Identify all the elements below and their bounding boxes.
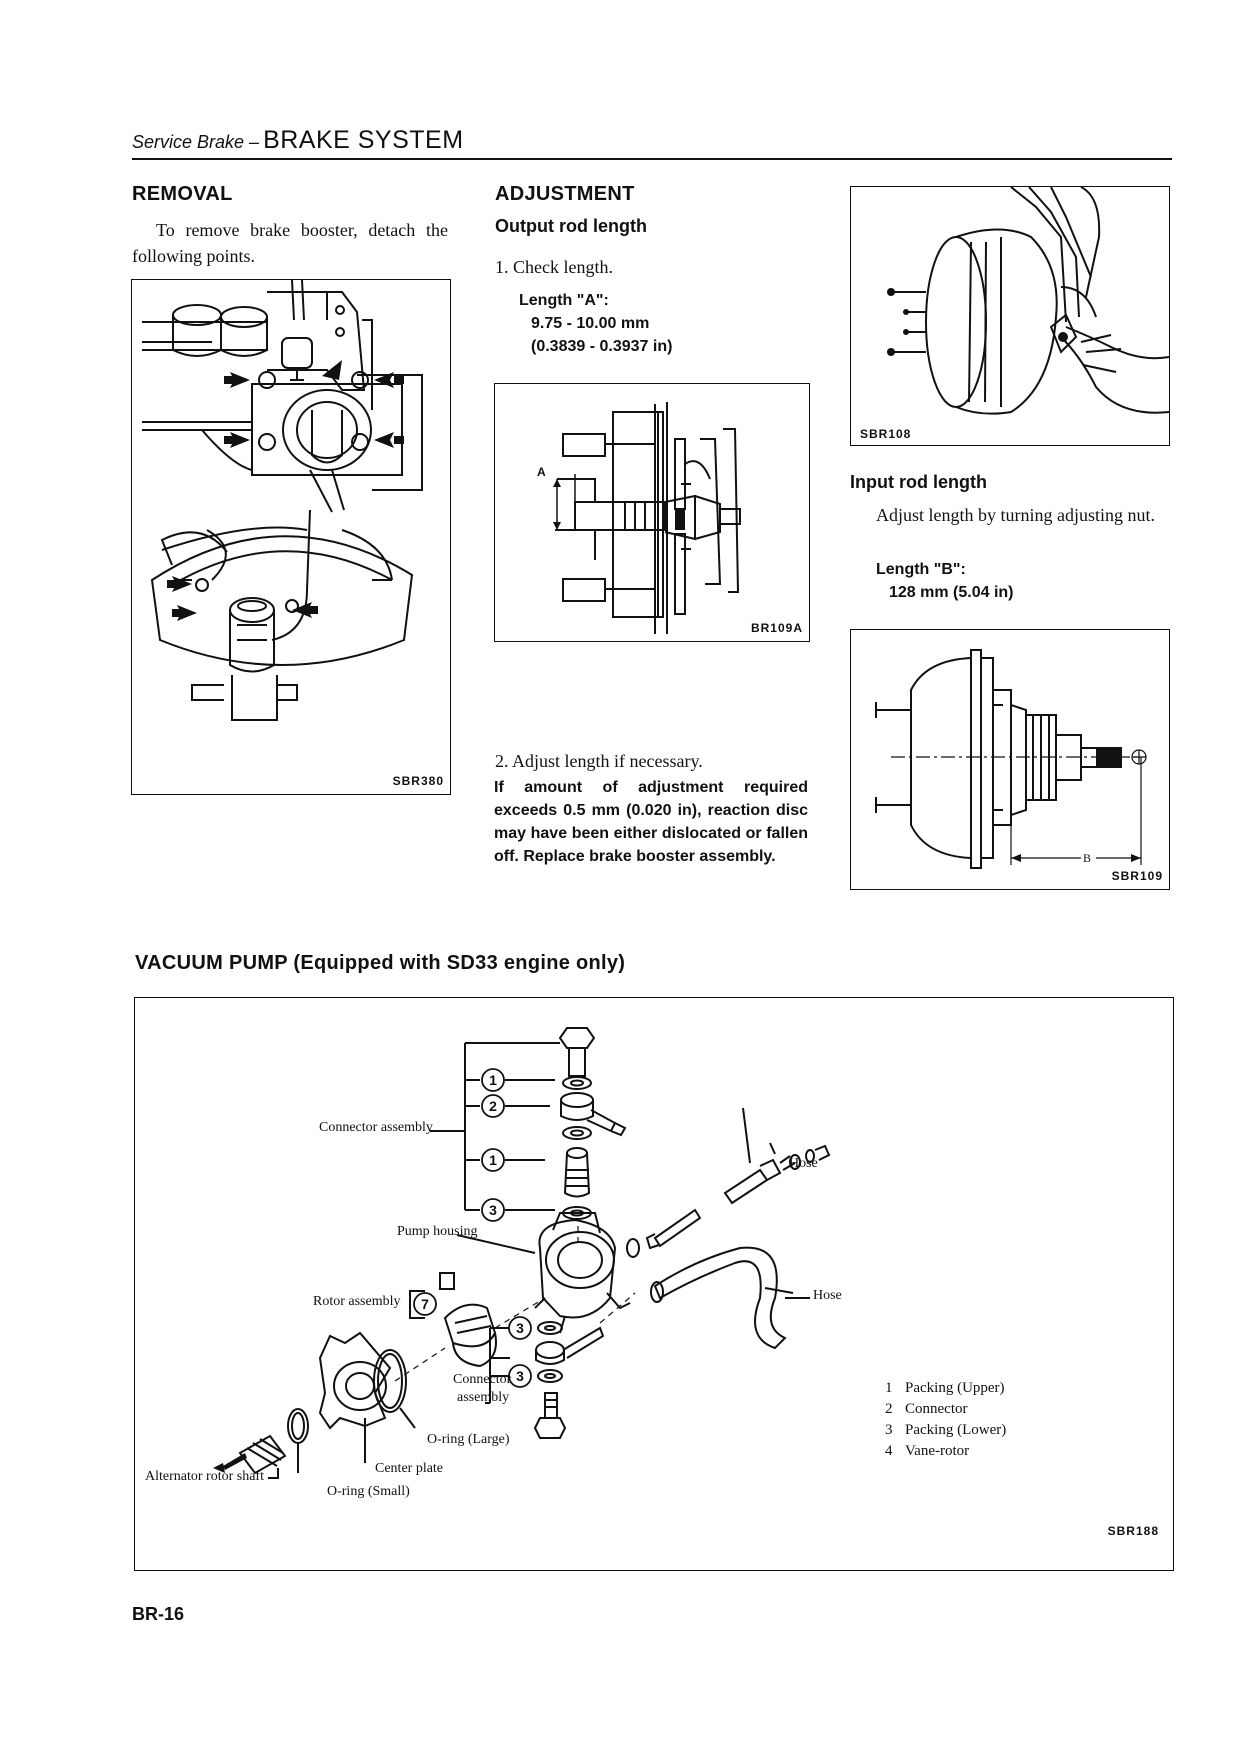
length-a-mm: 9.75 - 10.00 mm (531, 315, 650, 332)
dimension-a-label: A (537, 465, 546, 479)
legend-item: 1 Packing (Upper) (885, 1380, 1005, 1396)
callout-oring-small: O-ring (Small) (327, 1484, 410, 1499)
adjustment-heading: ADJUSTMENT (495, 183, 635, 205)
output-rod-diagram: A (537, 402, 741, 634)
page-title: BRAKE SYSTEM (263, 126, 464, 154)
length-b-value: 128 mm (5.04 in) (889, 584, 1014, 601)
callout-oring-large: O-ring (Large) (427, 1432, 510, 1447)
step-1: 1. Check length. (495, 257, 613, 277)
length-b-label: Length "B": (876, 561, 966, 578)
figure-id: SBR380 (392, 774, 444, 788)
figure-id: BR109A (750, 621, 803, 635)
header-rule (132, 158, 1172, 160)
parts-legend: 1 Packing (Upper) 2 Connector 3 Packing (Lo… (885, 1378, 1006, 1462)
adjusting-photo: SBR108 (850, 186, 1170, 446)
callout-hose-upper: Hose (789, 1156, 818, 1171)
callout-alternator-rotor-shaft: Alternator rotor shaft (145, 1469, 264, 1484)
circle-number-3a: 3 (489, 1202, 497, 1218)
circle-number-7: 7 (421, 1296, 429, 1312)
booster-mount-illustration (142, 280, 423, 721)
callout-connector-assembly-bottom-line2: assembly (457, 1390, 510, 1405)
length-a-label: Length "A": (519, 292, 609, 309)
legend-item: 4 Vane-rotor (885, 1443, 970, 1459)
input-rod-figure: B SBR109 (850, 629, 1170, 890)
figure-id: SBR188 (1107, 1524, 1159, 1538)
page-header: Service Brake – BRAKE SYSTEM (132, 126, 464, 155)
circle-number-3c: 3 (516, 1368, 524, 1384)
input-rod-heading: Input rod length (850, 472, 987, 492)
vacuum-pump-heading: VACUUM PUMP (Equipped with SD33 engine o… (135, 952, 626, 974)
circle-number-1a: 1 (489, 1072, 497, 1088)
output-rod-figure: A BR109A (494, 383, 810, 642)
callout-connector-assembly-bottom-line1: Connector (453, 1372, 512, 1387)
photo-id: SBR108 (857, 427, 915, 441)
circle-number-2: 2 (489, 1098, 497, 1114)
reaction-disc-warning: If amount of adjustment required exceeds… (494, 779, 808, 865)
figure-id: SBR109 (1111, 869, 1163, 883)
callout-pump-housing: Pump housing (397, 1224, 478, 1239)
input-rod-text: Adjust length by turning adjusting nut. (876, 505, 1155, 525)
page-number: BR-16 (132, 1604, 185, 1624)
dimension-b-label: B (1083, 851, 1091, 865)
callout-center-plate: Center plate (375, 1461, 444, 1476)
circle-number-3b: 3 (516, 1320, 524, 1336)
removal-text: To remove brake booster, detach the foll… (132, 220, 448, 266)
step-2: 2. Adjust length if necessary. (495, 751, 703, 771)
vacuum-pump-exploded-view: 1 2 1 3 7 3 3 (213, 1027, 831, 1479)
legend-item: 3 Packing (Lower) (885, 1422, 1007, 1438)
callout-connector-assembly: Connector assembly (319, 1120, 433, 1135)
output-rod-heading: Output rod length (495, 216, 647, 236)
input-rod-diagram: B (875, 649, 1147, 869)
length-a-in: (0.3839 - 0.3937 in) (531, 338, 673, 355)
callout-hose-right: Hose (813, 1288, 842, 1303)
section-name: Service Brake – (132, 132, 260, 152)
vacuum-pump-figure: 1 2 1 3 7 3 3 Connector assembly Hose Pu… (134, 997, 1174, 1571)
circle-number-1b: 1 (489, 1152, 497, 1168)
callout-rotor-assembly: Rotor assembly (313, 1294, 401, 1309)
booster-adjust-photo (887, 187, 1169, 415)
removal-figure: SBR380 (131, 279, 451, 795)
removal-heading: REMOVAL (132, 183, 233, 205)
legend-item: 2 Connector (885, 1401, 968, 1417)
